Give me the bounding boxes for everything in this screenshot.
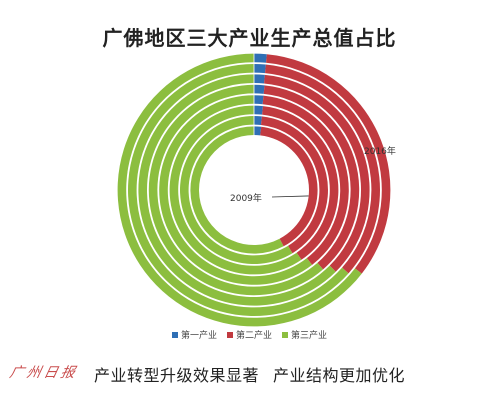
chart-legend: 第一产业 第二产业 第三产业: [0, 328, 499, 341]
legend-swatch-primary: [171, 331, 178, 338]
legend-item-secondary: 第二产业: [226, 328, 272, 341]
ring-segment-2010年-第二产业: [260, 116, 329, 254]
legend-label-tertiary: 第三产业: [291, 331, 328, 341]
ring-segment-2015年-第三产业: [128, 64, 349, 316]
ring-segment-2016年-第一产业: [254, 53, 267, 63]
annotation-leader-line: [271, 195, 309, 198]
caption-right: 产业结构更加优化: [273, 366, 406, 385]
ring-segment-2011年-第二产业: [262, 106, 339, 260]
ring-segment-2012年-第三产业: [159, 95, 313, 285]
ring-segment-2012年-第二产业: [262, 95, 349, 265]
ring-segment-2013年-第三产业: [148, 84, 324, 296]
ring-segment-2009年-第一产业: [254, 126, 262, 136]
annotation-inner-ring: 2009年: [230, 192, 262, 204]
ring-segment-2013年-第一产业: [254, 84, 265, 94]
chart-title: 广佛地区三大产业生产总值占比: [102, 26, 397, 50]
legend-item-tertiary: 第三产业: [282, 328, 327, 341]
ring-segment-2012年-第一产业: [254, 95, 264, 105]
caption-left: 产业转型升级效果显著: [93, 366, 259, 385]
ring-segment-2015年-第一产业: [254, 64, 266, 74]
legend-swatch-tertiary: [282, 331, 288, 338]
annotation-outer-ring: 2016年: [364, 145, 396, 157]
ring-segment-2016年-第二产业: [266, 54, 391, 274]
ring-segment-2014年-第一产业: [254, 74, 265, 84]
ring-segment-2009年-第二产业: [260, 126, 318, 247]
ring-segment-2013年-第二产业: [263, 85, 360, 270]
ring-segment-2014年-第三产业: [138, 74, 336, 306]
legend-swatch-secondary: [226, 331, 233, 338]
chart-caption: 产业转型升级效果显著 产业结构更加优化: [0, 362, 499, 386]
legend-label-secondary: 第二产业: [235, 331, 272, 341]
ring-segment-2011年-第一产业: [254, 105, 263, 115]
ring-segment-2014年-第二产业: [264, 74, 370, 272]
ring-segment-2010年-第一产业: [254, 116, 262, 125]
legend-item-primary: 第一产业: [171, 328, 217, 341]
ring-segment-2015年-第二产业: [265, 64, 381, 274]
legend-label-primary: 第一产业: [180, 331, 217, 341]
